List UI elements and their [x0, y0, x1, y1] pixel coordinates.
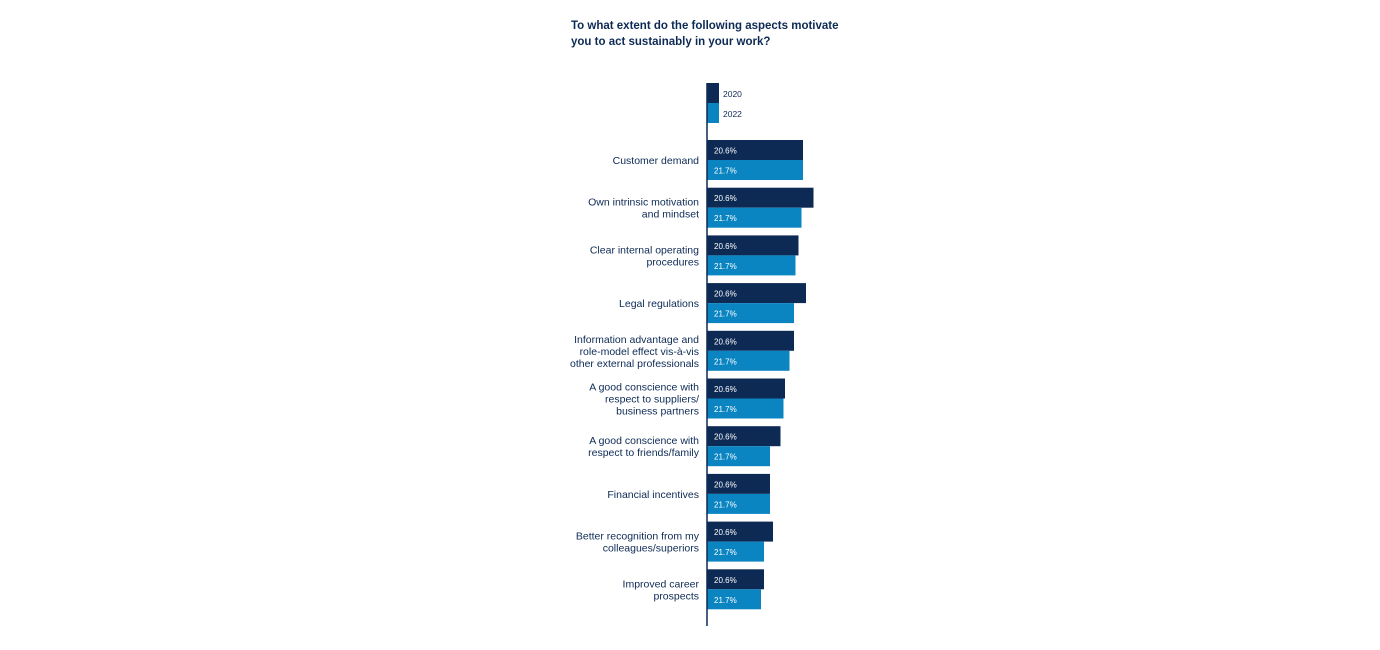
data-label-2022-4: 21.7% — [714, 357, 737, 366]
legend-swatch-2022 — [707, 103, 719, 123]
bar-2022-9 — [707, 589, 761, 610]
category-label-4-1: role-model effect vis-à-vis — [580, 346, 699, 358]
data-label-2020-2: 20.6% — [714, 242, 737, 251]
legend-swatch-2020 — [707, 83, 719, 103]
bar-2020-5 — [707, 378, 785, 399]
data-label-2022-5: 21.7% — [714, 405, 737, 414]
category-label-8-1: colleagues/superiors — [603, 543, 699, 555]
category-label-5-1: respect to suppliers/ — [605, 394, 699, 406]
category-label-9-1: prospects — [653, 590, 699, 602]
bar-2020-3 — [707, 283, 806, 304]
category-label-7-0: Financial incentives — [607, 489, 699, 501]
bar-2022-1 — [707, 207, 802, 228]
category-label-1-1: and mindset — [642, 209, 699, 221]
chart-title: To what extent do the following aspects … — [571, 18, 839, 50]
category-label-9-0: Improved career — [623, 578, 700, 590]
category-label-3-0: Legal regulations — [619, 298, 699, 310]
data-label-2020-5: 20.6% — [714, 385, 737, 394]
data-label-2020-7: 20.6% — [714, 480, 737, 489]
data-label-2022-6: 21.7% — [714, 453, 737, 462]
category-label-5-0: A good conscience with — [589, 382, 699, 394]
bar-2022-6 — [707, 446, 770, 467]
chart-title-line-2: you to act sustainably in your work? — [571, 36, 771, 48]
bar-2020-0 — [707, 140, 803, 160]
chart-title-line-1: To what extent do the following aspects … — [571, 20, 839, 32]
category-label-2-0: Clear internal operating — [590, 244, 699, 256]
legend-label-2020: 2020 — [723, 89, 742, 99]
bar-2020-8 — [707, 521, 773, 542]
data-label-2020-9: 20.6% — [714, 576, 737, 585]
bar-2022-7 — [707, 493, 770, 514]
data-label-2020-4: 20.6% — [714, 337, 737, 346]
category-label-6-0: A good conscience with — [589, 435, 699, 447]
data-label-2022-1: 21.7% — [714, 214, 737, 223]
bar-2022-3 — [707, 303, 794, 324]
bar-2022-4 — [707, 350, 790, 371]
bar-2022-5 — [707, 398, 784, 419]
data-label-2020-1: 20.6% — [714, 194, 737, 203]
data-label-2020-0: 20.6% — [714, 147, 737, 156]
data-label-2022-2: 21.7% — [714, 262, 737, 271]
data-label-2020-6: 20.6% — [714, 433, 737, 442]
category-label-0-0: Customer demand — [613, 155, 700, 167]
bar-2020-2 — [707, 235, 799, 256]
data-label-2022-8: 21.7% — [714, 548, 737, 557]
bar-2022-8 — [707, 541, 764, 562]
bar-2020-9 — [707, 569, 764, 590]
data-label-2022-3: 21.7% — [714, 310, 737, 319]
bar-2020-7 — [707, 473, 770, 494]
data-label-2020-8: 20.6% — [714, 528, 737, 537]
category-label-2-1: procedures — [646, 256, 699, 268]
bar-2020-1 — [707, 187, 814, 208]
data-label-2022-7: 21.7% — [714, 500, 737, 509]
category-label-8-0: Better recognition from my — [576, 531, 700, 543]
data-label-2022-0: 21.7% — [714, 167, 737, 176]
data-label-2022-9: 21.7% — [714, 596, 737, 605]
category-label-4-0: Information advantage and — [574, 334, 699, 346]
data-label-2020-3: 20.6% — [714, 290, 737, 299]
legend-label-2022: 2022 — [723, 109, 742, 119]
bar-2020-6 — [707, 426, 781, 447]
bar-2022-0 — [707, 160, 803, 180]
category-label-5-2: business partners — [616, 406, 699, 418]
bar-2020-4 — [707, 330, 794, 351]
category-label-6-1: respect to friends/family — [588, 447, 700, 459]
category-label-4-2: other external professionals — [570, 358, 699, 370]
bar-2022-2 — [707, 255, 796, 276]
category-label-1-0: Own intrinsic motivation — [588, 197, 699, 209]
